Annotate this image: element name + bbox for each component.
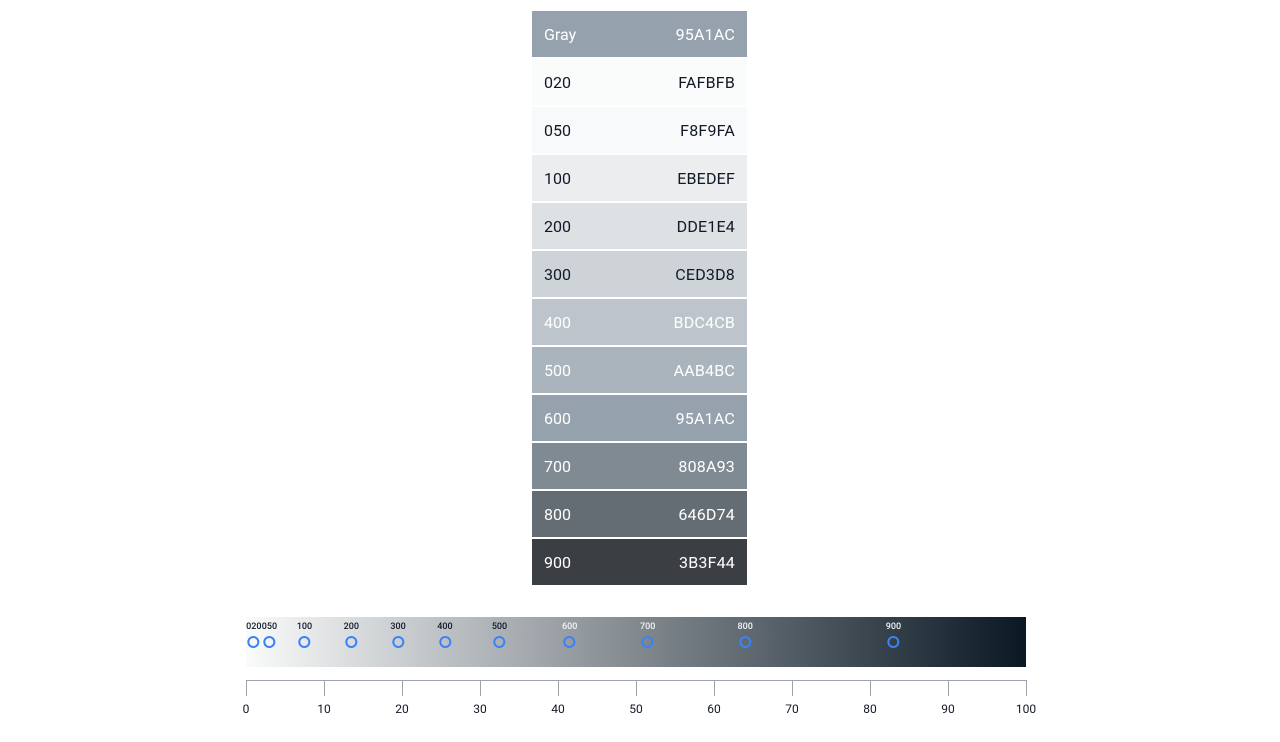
gradient-handle-icon[interactable] [564, 636, 576, 648]
swatch-hex: 646D74 [678, 505, 735, 524]
gradient-point[interactable]: 500 [492, 623, 507, 651]
gradient-point[interactable]: 400 [437, 623, 452, 651]
swatch-row: 050 F8F9FA [532, 107, 747, 153]
gradient-point-label: 020 [246, 623, 261, 632]
ruler-tick-label: 80 [863, 702, 877, 716]
palette-header-label: Gray [544, 25, 576, 44]
lightness-ruler: 0102030405060708090100 [246, 680, 1026, 728]
gradient-point[interactable]: 600 [562, 623, 577, 651]
ruler-tick-label: 100 [1016, 702, 1036, 716]
ruler-tick-label: 0 [243, 702, 250, 716]
swatch-hex: CED3D8 [675, 265, 735, 284]
swatch-hex: AAB4BC [674, 361, 735, 380]
swatch-row: 100 EBEDEF [532, 155, 747, 201]
ruler-tick [402, 680, 403, 696]
swatch-hex: 3B3F44 [679, 553, 735, 572]
gradient-point[interactable]: 050 [262, 623, 277, 651]
swatch-label: 200 [544, 217, 571, 236]
gradient-handle-icon[interactable] [887, 636, 899, 648]
ruler-tick-label: 10 [317, 702, 331, 716]
swatch-label: 500 [544, 361, 571, 380]
gradient-point-label: 050 [262, 623, 277, 632]
swatch-label: 900 [544, 553, 571, 572]
gradient-point-label: 900 [886, 623, 901, 632]
swatch-row: 300 CED3D8 [532, 251, 747, 297]
ruler-tick [714, 680, 715, 696]
gradient-bar-wrap: 020050 100 200 300 400 500 600 700 800 900 [246, 617, 1026, 667]
swatch-row: 700 808A93 [532, 443, 747, 489]
ruler-tick [324, 680, 325, 696]
swatch-label: 050 [544, 121, 571, 140]
gradient-point[interactable]: 900 [886, 623, 901, 651]
swatch-row: 900 3B3F44 [532, 539, 747, 585]
ruler-tick [558, 680, 559, 696]
gradient-handle-icon[interactable] [298, 636, 310, 648]
gradient-bar: 020050 100 200 300 400 500 600 700 800 900 [246, 617, 1026, 667]
gradient-point[interactable]: 200 [344, 623, 359, 651]
gradient-point-label: 600 [562, 623, 577, 632]
swatch-row: 400 BDC4CB [532, 299, 747, 345]
swatch-hex: DDE1E4 [677, 217, 735, 236]
swatch-row: 020 FAFBFB [532, 59, 747, 105]
swatch-row: 500 AAB4BC [532, 347, 747, 393]
gradient-point-label: 300 [390, 623, 405, 632]
ruler-tick-label: 20 [395, 702, 409, 716]
gradient-point-label: 200 [344, 623, 359, 632]
ruler-tick-label: 60 [707, 702, 721, 716]
gradient-point-label: 100 [297, 623, 312, 632]
palette-swatch-stack: Gray 95A1AC 020 FAFBFB 050 F8F9FA 100 EBEDEF 2… [532, 11, 747, 587]
palette-header-hex: 95A1AC [676, 25, 735, 44]
swatch-label: 020 [544, 73, 571, 92]
ruler-tick-label: 30 [473, 702, 487, 716]
ruler-tick-label: 50 [629, 702, 643, 716]
gradient-handle-icon[interactable] [248, 636, 260, 648]
gradient-point[interactable]: 700 [640, 623, 655, 651]
ruler-tick [792, 680, 793, 696]
gradient-handle-icon[interactable] [642, 636, 654, 648]
ruler-tick-label: 40 [551, 702, 565, 716]
swatch-hex: 808A93 [678, 457, 735, 476]
swatch-label: 300 [544, 265, 571, 284]
ruler-tick [480, 680, 481, 696]
gradient-point[interactable]: 800 [738, 623, 753, 651]
gradient-handle-icon[interactable] [739, 636, 751, 648]
gradient-point[interactable]: 100 [297, 623, 312, 651]
swatch-row: 200 DDE1E4 [532, 203, 747, 249]
gradient-handle-icon[interactable] [392, 636, 404, 648]
gradient-handle-icon[interactable] [439, 636, 451, 648]
gradient-point[interactable]: 300 [390, 623, 405, 651]
ruler-tick-label: 90 [941, 702, 955, 716]
ruler-tick [948, 680, 949, 696]
ruler-tick [636, 680, 637, 696]
gradient-handle-icon[interactable] [493, 636, 505, 648]
swatch-hex: BDC4CB [674, 313, 735, 332]
swatch-label: 400 [544, 313, 571, 332]
swatch-row: 600 95A1AC [532, 395, 747, 441]
gradient-point-label: 700 [640, 623, 655, 632]
swatch-label: 100 [544, 169, 571, 188]
gradient-point-label: 800 [738, 623, 753, 632]
swatch-hex: EBEDEF [677, 169, 735, 188]
gradient-handle-icon[interactable] [345, 636, 357, 648]
swatch-row: 800 646D74 [532, 491, 747, 537]
ruler-tick [870, 680, 871, 696]
ruler-tick-label: 70 [785, 702, 799, 716]
swatch-label: 600 [544, 409, 571, 428]
gradient-point-label: 400 [437, 623, 452, 632]
gradient-point[interactable]: 020 [246, 623, 261, 651]
swatch-hex: FAFBFB [678, 73, 735, 92]
swatch-label: 700 [544, 457, 571, 476]
ruler-tick [246, 680, 247, 696]
gradient-point-label: 500 [492, 623, 507, 632]
swatch-hex: 95A1AC [676, 409, 735, 428]
ruler-tick [1026, 680, 1027, 696]
swatch-hex: F8F9FA [680, 121, 735, 140]
gradient-handle-icon[interactable] [263, 636, 275, 648]
swatch-label: 800 [544, 505, 571, 524]
palette-header-row: Gray 95A1AC [532, 11, 747, 57]
